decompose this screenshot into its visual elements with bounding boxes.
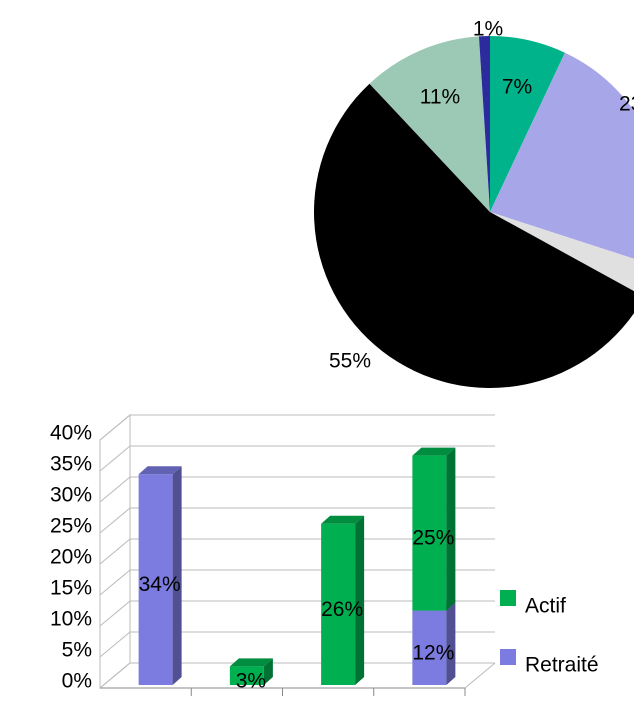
data-label: 34% — [139, 573, 181, 596]
data-label: 25% — [412, 527, 454, 550]
grid-line — [99, 600, 495, 627]
grid-line — [99, 507, 495, 534]
y-tick-label: 15% — [50, 577, 92, 600]
pie-slice — [490, 52, 634, 259]
grid-line — [99, 476, 495, 503]
pie-label: 23% — [619, 93, 634, 116]
pie-label: 7% — [502, 76, 532, 99]
bar — [138, 466, 182, 685]
legend-label: Actif — [525, 595, 566, 618]
data-label: 3% — [236, 670, 266, 693]
pie-slice — [369, 36, 490, 213]
data-label: 12% — [412, 641, 454, 664]
bar — [229, 658, 273, 685]
y-tick-label: 10% — [50, 608, 92, 631]
pie-slice — [478, 36, 490, 212]
grid-line — [99, 414, 495, 441]
pie-label: 11% — [420, 86, 460, 109]
pie-slice — [490, 212, 634, 292]
y-tick-label: 30% — [50, 484, 92, 507]
grid-line — [99, 662, 495, 689]
pie-label: 1% — [473, 18, 503, 41]
pie-slice — [490, 36, 565, 212]
legend-label: Retraité — [525, 654, 599, 677]
y-tick-label: 5% — [62, 639, 92, 662]
pie-slice — [314, 83, 634, 388]
grid-line — [99, 445, 495, 472]
grid-line — [99, 631, 495, 658]
bar — [412, 447, 456, 611]
pie-label: 55% — [329, 350, 371, 373]
y-tick-label: 40% — [50, 422, 92, 445]
y-tick-label: 0% — [62, 670, 92, 693]
legend-swatch — [500, 590, 516, 606]
bar — [321, 515, 365, 685]
y-tick-label: 25% — [50, 515, 92, 538]
y-tick-label: 20% — [50, 546, 92, 569]
data-label: 26% — [321, 598, 363, 621]
y-tick-label: 35% — [50, 453, 92, 476]
grid-line — [99, 538, 495, 565]
legend-swatch — [500, 649, 516, 665]
floor-edge — [464, 662, 496, 689]
grid-line — [99, 569, 495, 596]
